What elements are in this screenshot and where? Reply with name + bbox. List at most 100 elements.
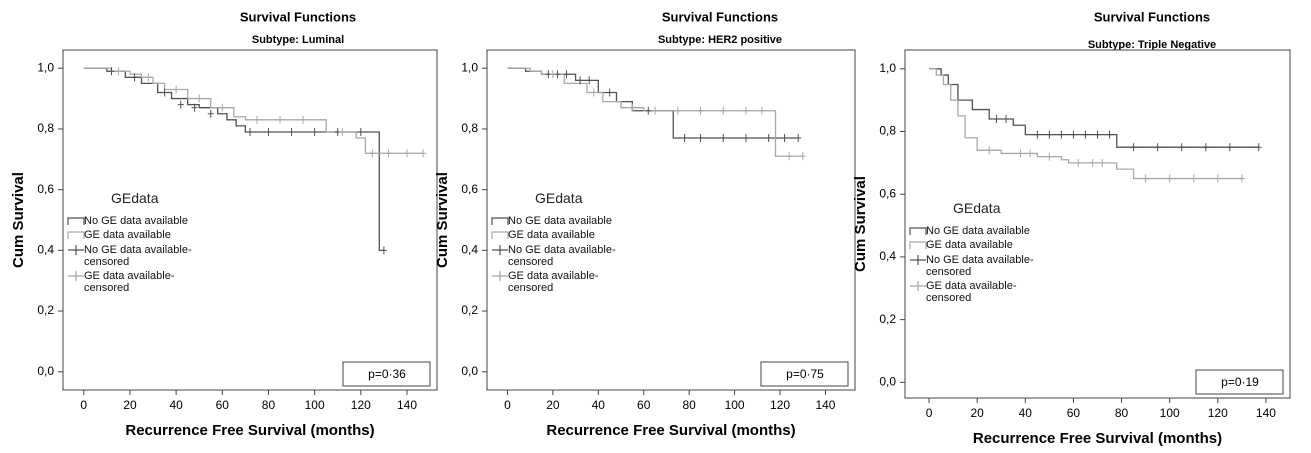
survival-curve <box>83 67 384 252</box>
censor-mark <box>277 115 284 124</box>
x-tick-label: 60 <box>637 398 651 412</box>
censor-mark <box>115 67 122 76</box>
censor-mark <box>1017 149 1024 158</box>
censor-mark <box>781 134 788 143</box>
chart-subtitle: Subtype: Luminal <box>252 34 344 46</box>
censor-mark <box>177 100 184 109</box>
legend-title: GEdata <box>111 190 159 206</box>
x-tick-label: 80 <box>1115 406 1129 420</box>
chart-title: Survival Functions <box>662 9 778 24</box>
legend-swatch <box>492 271 508 281</box>
y-tick-label: 0,8 <box>461 121 478 135</box>
plot-frame <box>62 49 438 391</box>
censor-mark <box>1058 130 1065 139</box>
legend-entry: No GE data available <box>84 215 188 227</box>
x-tick-label: 120 <box>351 398 371 412</box>
censor-mark <box>786 152 793 161</box>
legend-swatch <box>492 245 508 255</box>
censor-mark <box>131 73 138 82</box>
legend-title: GEdata <box>535 190 583 206</box>
annotation-box <box>1195 369 1284 395</box>
censor-mark <box>108 67 115 76</box>
x-axis-label: Recurrence Free Survival (months) <box>973 430 1222 447</box>
x-tick-label: 40 <box>592 398 606 412</box>
censor-mark <box>606 88 613 97</box>
censor-mark <box>720 106 727 115</box>
censor-mark <box>1003 114 1010 123</box>
censor-mark <box>1130 143 1137 152</box>
censor-mark <box>357 127 364 136</box>
censor-mark <box>1202 143 1209 152</box>
censor-mark <box>1178 143 1185 152</box>
censor-mark <box>247 127 253 136</box>
censor-mark <box>420 149 427 158</box>
censor-mark <box>799 152 806 161</box>
censor-mark <box>300 115 307 124</box>
legend-entry: No GE data available-censored <box>508 244 616 268</box>
y-tick-label: 1,0 <box>461 60 478 74</box>
censor-mark <box>1046 152 1053 161</box>
x-tick-label: 20 <box>971 406 985 420</box>
censor-mark <box>652 106 659 115</box>
chart-subtitle: Subtype: Triple Negative <box>1088 39 1216 51</box>
censor-mark <box>742 134 749 143</box>
censor-mark <box>795 134 802 143</box>
censor-mark <box>697 134 704 143</box>
censor-mark <box>1094 130 1101 139</box>
x-tick-label: 80 <box>262 398 276 412</box>
x-tick-label: 140 <box>1256 406 1276 420</box>
censor-mark <box>1075 158 1082 167</box>
legend-entry: GE data available-censored <box>508 270 599 294</box>
y-tick-label: 0,4 <box>37 243 54 257</box>
y-tick-label: 0,8 <box>879 124 896 138</box>
censor-mark <box>207 109 214 118</box>
censor-mark <box>758 106 765 115</box>
y-tick-label: 0,6 <box>461 182 478 196</box>
censor-mark <box>563 70 570 79</box>
censor-mark <box>1255 143 1262 152</box>
legend-swatch <box>491 231 509 239</box>
x-tick-label: 120 <box>1208 406 1228 420</box>
legend-entry: GE data available <box>926 239 1013 251</box>
annotation: p=0·75 <box>786 367 824 381</box>
legend-swatch <box>910 255 926 265</box>
censor-mark <box>674 106 681 115</box>
censor-mark <box>369 149 376 158</box>
plot-frame <box>904 49 1291 399</box>
legend-swatch <box>909 227 927 235</box>
legend-swatch <box>67 217 85 225</box>
annotation: p=0·19 <box>1221 375 1259 389</box>
legend-swatch <box>491 217 509 225</box>
x-tick-label: 0 <box>504 398 511 412</box>
y-tick-label: 0,2 <box>461 303 478 317</box>
x-tick-label: 0 <box>80 398 87 412</box>
censor-mark <box>1034 130 1041 139</box>
legend-entry: GE data available <box>84 229 171 241</box>
legend-swatch <box>68 271 84 281</box>
legend-swatch <box>910 281 926 291</box>
censor-mark <box>219 103 226 112</box>
x-tick-label: 120 <box>770 398 790 412</box>
x-tick-label: 20 <box>546 398 560 412</box>
legend-entry: No GE data available <box>508 215 612 227</box>
x-axis-label: Recurrence Free Survival (months) <box>125 422 374 439</box>
y-axis-label: Cum Survival <box>852 176 869 272</box>
legend-entry: No GE data available-censored <box>926 254 1034 278</box>
y-tick-label: 0,6 <box>37 182 54 196</box>
x-tick-label: 20 <box>123 398 137 412</box>
x-tick-label: 0 <box>926 406 933 420</box>
censor-mark <box>590 88 597 97</box>
censor-mark <box>986 146 993 155</box>
censor-mark <box>380 246 387 255</box>
censor-mark <box>577 76 584 85</box>
survival-curve <box>929 68 1259 148</box>
legend-entry: No GE data available-censored <box>84 244 192 268</box>
censor-mark <box>1154 143 1161 152</box>
censor-mark <box>1214 174 1221 183</box>
y-tick-label: 0,0 <box>37 364 54 378</box>
x-tick-label: 60 <box>216 398 230 412</box>
chart-title: Survival Functions <box>240 9 356 24</box>
censor-mark <box>1027 149 1034 158</box>
